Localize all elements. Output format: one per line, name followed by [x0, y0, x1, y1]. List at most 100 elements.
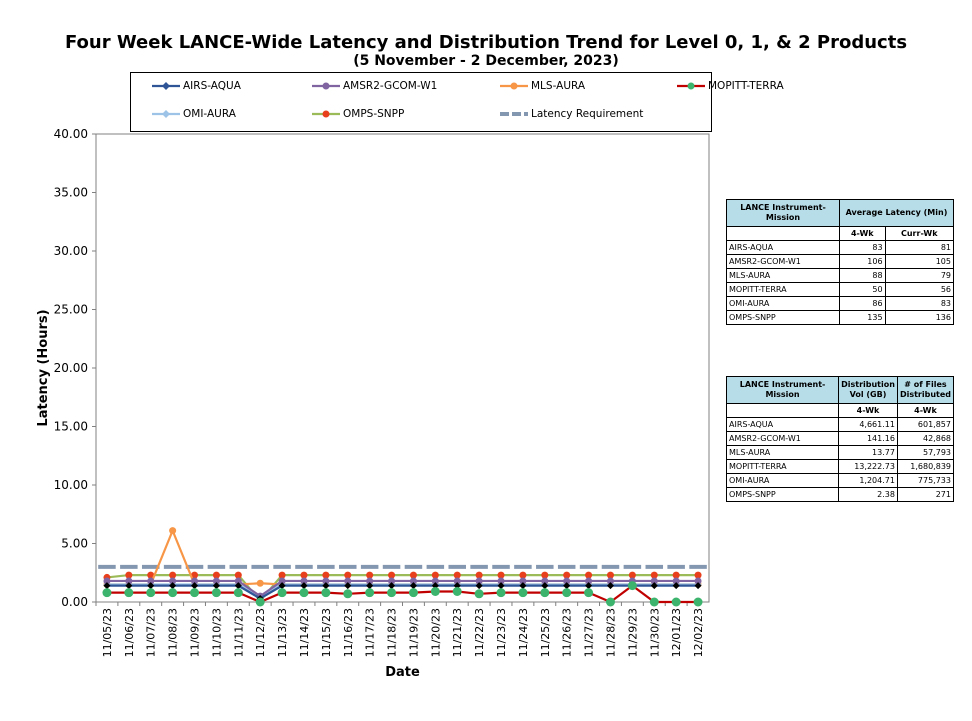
x-tick-label: 11/08/23 [167, 608, 180, 657]
series-amsr2-gcom-w1-point [322, 577, 330, 585]
series-mopitt-terra-point [387, 588, 397, 598]
series-mopitt-terra-point [211, 588, 221, 598]
series-omps-snpp-point [497, 571, 505, 579]
series-amsr2-gcom-w1-point [103, 577, 111, 585]
series-amsr2-gcom-w1-point [234, 577, 242, 585]
table-cell-value: 57,793 [896, 445, 955, 460]
series-omps-snpp-point [585, 571, 593, 579]
series-mopitt-terra-point [649, 597, 659, 607]
series-mopitt-terra-point [408, 588, 418, 598]
series-omps-snpp-point [672, 571, 680, 579]
x-tick-label: 12/02/23 [692, 608, 705, 657]
series-mopitt-terra-point [168, 588, 178, 598]
distribution-table-header-4wk-files: 4-Wk [896, 403, 955, 418]
x-tick-label: 11/05/23 [101, 608, 114, 657]
series-omps-snpp-point [191, 571, 199, 579]
series-airs-aqua-point [300, 582, 308, 590]
table-cell-mission: AMSR2-GCOM-W1 [725, 431, 840, 446]
table-cell-mission: MLS-AURA [725, 445, 840, 460]
series-mopitt-terra-point [562, 588, 572, 598]
series-mls-aura-point [256, 579, 264, 587]
legend-item-airs-aqua: AIRS-AQUA [151, 80, 241, 92]
series-amsr2-gcom-w1-point [563, 577, 571, 585]
series-amsr2-gcom-w1-point [191, 577, 199, 585]
distribution-table-header-mission: LANCE Instrument-Mission [725, 376, 840, 404]
legend-swatch-mls-aura [500, 82, 528, 90]
series-mopitt-terra-line [106, 584, 699, 604]
series-amsr2-gcom-w1-point [694, 577, 702, 585]
series-omps-snpp-point [278, 571, 286, 579]
table-cell-value: 135 [839, 310, 886, 325]
x-tick-label: 11/10/23 [210, 608, 223, 657]
x-tick-label: 11/26/23 [561, 608, 574, 657]
legend-item-mls-aura: MLS-AURA [499, 80, 585, 92]
series-omps-snpp-point [322, 571, 330, 579]
table-cell-mission: AIRS-AQUA [726, 240, 840, 255]
series-omps-snpp-point [541, 571, 549, 579]
series-mopitt-terra-point [584, 588, 594, 598]
series-airs-aqua-point [541, 582, 549, 590]
table-cell-value: 42,868 [896, 431, 955, 446]
series-airs-aqua-point [409, 582, 417, 590]
table-cell-value: 86 [839, 296, 886, 311]
table-cell-mission: MOPITT-TERRA [726, 282, 840, 297]
series-omps-snpp-point [650, 571, 658, 579]
series-omps-snpp-point [453, 571, 461, 579]
y-tick-label: 0.00 [61, 595, 88, 609]
legend-item-mopitt-terra: MOPITT-TERRA [676, 80, 784, 92]
x-tick-label: 11/16/23 [342, 608, 355, 657]
x-tick-label: 11/17/23 [364, 608, 377, 657]
table-cell-value: 106 [839, 254, 886, 269]
x-tick-label: 11/18/23 [386, 608, 399, 657]
series-amsr2-gcom-w1-point [344, 577, 352, 585]
series-airs-aqua-point [563, 582, 571, 590]
series-omps-snpp-point [212, 571, 220, 579]
x-tick-label: 11/15/23 [320, 608, 333, 657]
legend-label-mopitt-terra: MOPITT-TERRA [708, 80, 784, 92]
series-mls-aura-point [169, 527, 177, 535]
series-airs-aqua-point [388, 582, 396, 590]
series-amsr2-gcom-w1-point [672, 577, 680, 585]
table-cell-mission: AMSR2-GCOM-W1 [726, 254, 840, 269]
table-cell-value: 83 [839, 240, 886, 255]
series-airs-aqua-point [278, 582, 286, 590]
y-tick-label: 20.00 [54, 361, 88, 375]
series-omps-snpp-point [125, 571, 133, 579]
x-tick-label: 11/19/23 [407, 608, 420, 657]
x-tick-label: 11/29/23 [626, 608, 639, 657]
table-cell-value: 601,857 [896, 417, 955, 432]
table-cell-mission: OMPS-SNPP [725, 487, 840, 502]
table-row: AIRS-AQUA 4,661.11 601,857 [725, 417, 955, 432]
legend-item-omps-snpp: OMPS-SNPP [311, 108, 404, 120]
chart-title: Four Week LANCE-Wide Latency and Distrib… [64, 32, 908, 53]
distribution-table-header-files: # of Files Distributed [896, 376, 955, 404]
series-amsr2-gcom-w1-point [169, 577, 177, 585]
series-omps-snpp-point [300, 571, 308, 579]
series-omps-snpp-point [234, 571, 242, 579]
series-airs-aqua-point [234, 582, 242, 590]
table-cell-value: 79 [884, 268, 955, 283]
series-mopitt-terra-point [190, 588, 200, 598]
series-mopitt-terra-point [474, 589, 484, 599]
table-row: OMPS-SNPP 135 136 [726, 310, 955, 325]
series-amsr2-gcom-w1-point [497, 577, 505, 585]
series-mopitt-terra-point [627, 581, 637, 591]
legend-swatch-mopitt-terra [677, 82, 705, 90]
y-tick-label: 35.00 [54, 186, 88, 200]
x-tick-label: 11/24/23 [517, 608, 530, 657]
x-tick-label: 11/11/23 [232, 608, 245, 657]
series-airs-aqua-point [191, 582, 199, 590]
latency-table-header-4wk: 4-Wk [839, 226, 886, 241]
legend-item-omi-aura: OMI-AURA [151, 108, 236, 120]
x-tick-label: 11/22/23 [473, 608, 486, 657]
series-airs-aqua-point [694, 582, 702, 590]
distribution-table-header-4wk-vol: 4-Wk [838, 403, 898, 418]
series-omps-snpp-point [694, 571, 702, 579]
series-amsr2-gcom-w1-point [431, 577, 439, 585]
latency-table: LANCE Instrument-Mission Average Latency… [726, 199, 955, 325]
x-tick-label: 11/28/23 [604, 608, 617, 657]
legend-item-amsr2-gcom-w1: AMSR2-GCOM-W1 [311, 80, 437, 92]
table-row: OMI-AURA 1,204.71 775,733 [725, 473, 955, 488]
table-cell-value: 50 [839, 282, 886, 297]
series-airs-aqua-point [650, 582, 658, 590]
